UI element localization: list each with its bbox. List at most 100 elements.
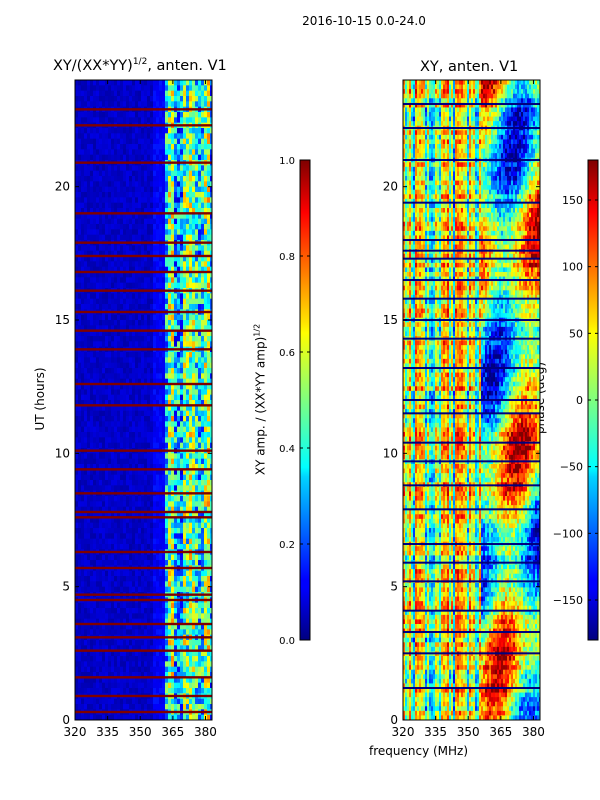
amp-cell bbox=[204, 213, 207, 220]
amp-cell bbox=[165, 213, 168, 220]
amp-cell bbox=[165, 586, 168, 593]
amp-cell bbox=[120, 272, 123, 278]
amp-cell bbox=[180, 234, 183, 241]
amp-cell bbox=[150, 373, 153, 380]
amp-cell bbox=[165, 229, 168, 236]
amp-cell bbox=[153, 250, 156, 257]
amp-title-sup: 1/2 bbox=[132, 57, 148, 67]
amp-cell bbox=[195, 181, 198, 188]
amp-cell bbox=[177, 464, 180, 470]
amp-cell bbox=[90, 341, 93, 348]
amp-cell bbox=[210, 277, 212, 284]
amp-cell bbox=[117, 154, 120, 161]
amp-cell bbox=[156, 272, 159, 278]
amp-cell bbox=[159, 128, 162, 134]
amp-cell bbox=[210, 234, 212, 241]
amp-cell bbox=[156, 608, 159, 614]
amp-cell bbox=[102, 192, 105, 198]
amp-cell bbox=[177, 80, 180, 86]
amp-cell bbox=[96, 85, 99, 92]
amp-cell bbox=[156, 304, 159, 310]
amp-cell bbox=[177, 485, 180, 492]
amp-cell bbox=[177, 362, 180, 369]
amp-cell bbox=[156, 576, 159, 582]
amp-cell bbox=[198, 149, 201, 156]
amp-cell bbox=[141, 629, 144, 636]
amp-cell bbox=[177, 554, 180, 561]
amp-cell bbox=[204, 266, 207, 273]
amp-cell bbox=[165, 506, 168, 513]
amp-cell bbox=[75, 416, 78, 422]
amp-cell bbox=[120, 373, 123, 380]
amp-cell bbox=[177, 138, 180, 145]
amp-cell bbox=[87, 650, 90, 657]
amp-cell bbox=[183, 357, 186, 364]
amp-cell bbox=[105, 112, 108, 118]
amp-cell bbox=[150, 181, 153, 188]
amp-cell bbox=[81, 378, 84, 385]
amp-cell bbox=[138, 480, 141, 486]
amp-cell bbox=[165, 186, 168, 193]
amp-cell bbox=[81, 144, 84, 150]
amp-cell bbox=[90, 176, 93, 182]
amp-cell bbox=[147, 90, 150, 97]
amp-cell bbox=[210, 650, 212, 657]
amp-cell bbox=[207, 96, 210, 102]
amp-cell bbox=[171, 208, 174, 214]
amp-cell bbox=[99, 149, 102, 156]
amp-cell bbox=[135, 218, 138, 225]
amp-cell bbox=[126, 432, 129, 438]
amp-cell bbox=[192, 522, 195, 529]
amp-cell bbox=[126, 485, 129, 492]
amp-cell bbox=[129, 522, 132, 529]
amp-cell bbox=[171, 640, 174, 646]
amp-cell bbox=[123, 586, 126, 593]
amp-cell bbox=[138, 314, 141, 321]
amp-cell bbox=[198, 368, 201, 374]
amp-cell bbox=[156, 469, 159, 476]
amp-cell bbox=[156, 250, 159, 257]
amp-cell bbox=[129, 208, 132, 214]
amp-title-main: XY/(XX*YY) bbox=[53, 57, 133, 74]
amp-cell bbox=[198, 624, 201, 630]
amp-cell bbox=[201, 474, 204, 481]
amp-cell bbox=[132, 224, 135, 230]
amp-cell bbox=[117, 410, 120, 417]
amp-cell bbox=[168, 352, 171, 358]
amp-cell bbox=[147, 405, 150, 412]
amp-cell bbox=[126, 554, 129, 561]
amp-cell bbox=[117, 517, 120, 524]
amp-cell bbox=[159, 176, 162, 182]
amp-cell bbox=[198, 272, 201, 278]
amp-cell bbox=[207, 208, 210, 214]
amp-cell bbox=[111, 282, 114, 289]
amp-cell bbox=[159, 138, 162, 145]
amp-cell bbox=[204, 464, 207, 470]
amp-cell bbox=[75, 421, 78, 428]
amp-cell bbox=[150, 362, 153, 369]
amp-cell bbox=[102, 304, 105, 310]
amp-cell bbox=[210, 293, 212, 300]
amp-cell bbox=[126, 560, 129, 566]
amp-cell bbox=[87, 432, 90, 438]
amp-cell bbox=[123, 266, 126, 273]
amp-cell bbox=[195, 629, 198, 636]
amp-cell bbox=[129, 90, 132, 97]
amp-cell bbox=[123, 117, 126, 124]
amp-cell bbox=[174, 245, 177, 252]
amp-cell bbox=[183, 298, 186, 305]
amp-cell bbox=[84, 426, 87, 433]
amp-cell bbox=[84, 149, 87, 156]
amp-cell bbox=[141, 117, 144, 124]
amp-cell bbox=[204, 581, 207, 588]
amp-cell bbox=[126, 405, 129, 412]
amp-cell bbox=[105, 128, 108, 134]
amp-cell bbox=[168, 528, 171, 534]
amp-cell bbox=[99, 362, 102, 369]
amp-cell bbox=[168, 197, 171, 204]
amp-cell bbox=[90, 480, 93, 486]
amp-cell bbox=[105, 378, 108, 385]
amp-cell bbox=[165, 464, 168, 470]
amp-cell bbox=[123, 629, 126, 636]
amp-cell bbox=[162, 336, 165, 342]
